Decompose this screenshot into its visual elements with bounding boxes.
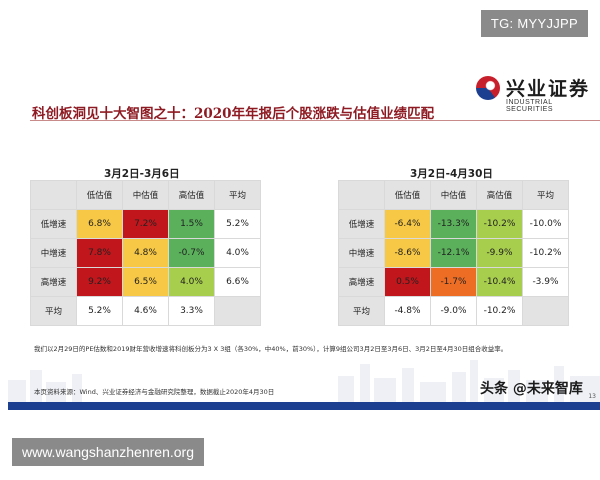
heatmap-cell: -6.4%	[385, 210, 430, 238]
heatmap-cell: 7.2%	[123, 210, 168, 238]
column-header: 高估值	[477, 181, 522, 209]
average-cell: 5.2%	[215, 210, 260, 238]
heatmap-cell: -13.3%	[431, 210, 476, 238]
heatmap-cell: 9.2%	[77, 268, 122, 296]
heatmap-cell: -9.9%	[477, 239, 522, 267]
brand-logo: 兴业证券 INDUSTRIAL SECURITIES	[476, 74, 600, 114]
heatmap-corner	[339, 181, 384, 209]
column-header: 中估值	[431, 181, 476, 209]
brand-mark-icon	[476, 76, 500, 100]
heatmap-cell: -12.1%	[431, 239, 476, 267]
column-header: 中估值	[123, 181, 168, 209]
average-cell: -10.2%	[477, 297, 522, 325]
row-header: 平均	[31, 297, 76, 325]
row-header: 中增速	[339, 239, 384, 267]
column-header: 低估值	[385, 181, 430, 209]
row-header: 平均	[339, 297, 384, 325]
column-header: 高估值	[169, 181, 214, 209]
chart-title-left: 3月2日-3月6日	[104, 168, 180, 180]
heatmap-cell: -10.4%	[477, 268, 522, 296]
row-header: 低增速	[31, 210, 76, 238]
average-cell: 4.0%	[215, 239, 260, 267]
title-divider	[30, 120, 600, 121]
row-header: 中增速	[31, 239, 76, 267]
heatmap-panel-right: 低估值 中估值 高估值 平均 低增速 -6.4% -13.3% -10.2% -10.0% 中增速…	[338, 180, 569, 326]
heatmap-cell: 6.5%	[123, 268, 168, 296]
average-cell: -9.0%	[431, 297, 476, 325]
average-cell: 4.6%	[123, 297, 168, 325]
average-cell: -4.8%	[385, 297, 430, 325]
column-header: 低估值	[77, 181, 122, 209]
heatmap-cell: -1.7%	[431, 268, 476, 296]
column-header: 平均	[523, 181, 568, 209]
heatmap-cell: -0.7%	[169, 239, 214, 267]
heatmap-cell: 4.8%	[123, 239, 168, 267]
heatmap-corner	[31, 181, 76, 209]
row-header: 高增速	[31, 268, 76, 296]
row-header: 高增速	[339, 268, 384, 296]
city-skyline-graphic	[8, 360, 600, 402]
slide-title: 科创板洞见十大智图之十：2020年年报后个股涨跌与估值业绩匹配	[32, 106, 435, 122]
average-cell: -10.0%	[523, 210, 568, 238]
brand-name-cn: 兴业证券	[506, 78, 591, 100]
average-cell: 5.2%	[77, 297, 122, 325]
heatmap-cell: -10.2%	[477, 210, 522, 238]
empty-cell	[215, 297, 260, 325]
chart-title-right: 3月2日-4月30日	[410, 168, 493, 180]
empty-cell	[523, 297, 568, 325]
page-number: 13	[588, 393, 596, 400]
heatmap-cell: 6.8%	[77, 210, 122, 238]
footer-bar	[8, 402, 600, 410]
average-cell: -10.2%	[523, 239, 568, 267]
heatmap-cell: 7.8%	[77, 239, 122, 267]
average-cell: 3.3%	[169, 297, 214, 325]
watermark-bottom-left: www.wangshanzhenren.org	[12, 438, 204, 466]
heatmap-cell: 0.5%	[385, 268, 430, 296]
watermark-top-right: TG: MYYJJPP	[480, 10, 588, 37]
brand-name-en: INDUSTRIAL SECURITIES	[506, 99, 554, 113]
heatmap-cell: 1.5%	[169, 210, 214, 238]
heatmap-right: 低估值 中估值 高估值 平均 低增速 -6.4% -13.3% -10.2% -10.0% 中增速…	[338, 180, 569, 326]
heatmap-cell: -8.6%	[385, 239, 430, 267]
watermark-bottom-right: 头条 @未来智库	[480, 381, 583, 397]
slide: 兴业证券 INDUSTRIAL SECURITIES 科创板洞见十大智图之十：2…	[8, 62, 600, 410]
column-header: 平均	[215, 181, 260, 209]
source-note: 本页资料来源：Wind、兴业证券经济与金融研究院整理，数据截止2020年4月30…	[34, 388, 275, 396]
heatmap-panel-left: 低估值 中估值 高估值 平均 低增速 6.8% 7.2% 1.5% 5.2% 中增速 7.8% 4.8…	[30, 180, 261, 326]
heatmap-left: 低估值 中估值 高估值 平均 低增速 6.8% 7.2% 1.5% 5.2% 中增速 7.8% 4.8…	[30, 180, 261, 326]
heatmap-cell: 4.0%	[169, 268, 214, 296]
average-cell: -3.9%	[523, 268, 568, 296]
average-cell: 6.6%	[215, 268, 260, 296]
footnote: 我们以2月29日的PE估数和2019财年营收增速将科创板分为3 X 3组（各30…	[34, 345, 508, 353]
row-header: 低增速	[339, 210, 384, 238]
